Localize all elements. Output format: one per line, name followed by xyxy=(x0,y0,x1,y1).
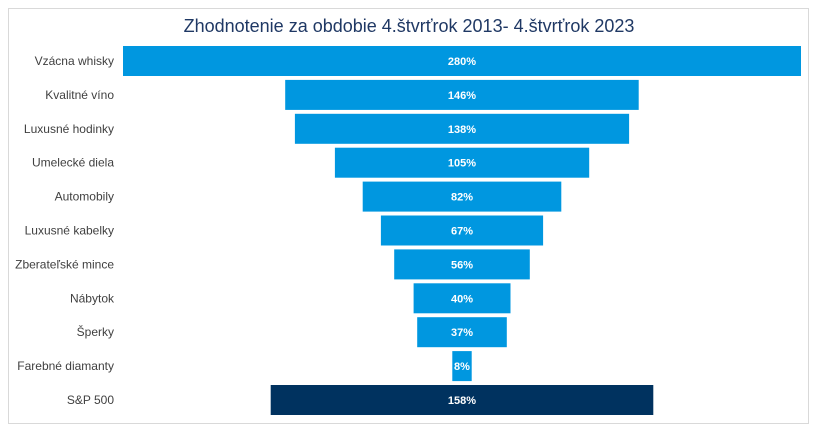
chart-title: Zhodnotenie za obdobie 4.štvrťrok 2013- … xyxy=(184,16,635,36)
category-label-6: Zberateľské mince xyxy=(15,257,114,271)
category-label-0: Vzácna whisky xyxy=(35,54,114,68)
bar-5 xyxy=(380,215,544,246)
bar-10 xyxy=(270,385,654,415)
data-label-8: 37% xyxy=(451,327,473,339)
data-label-4: 82% xyxy=(451,192,473,204)
bar-7 xyxy=(413,283,511,314)
category-label-7: Nábytok xyxy=(70,291,115,305)
bar-1 xyxy=(285,79,639,110)
data-label-5: 67% xyxy=(451,226,473,238)
category-label-1: Kvalitné víno xyxy=(45,88,114,102)
bar-2 xyxy=(294,113,630,144)
data-label-6: 56% xyxy=(451,259,473,271)
bars-group: 280% 146% 138% 105% 82% 67% 56% 40% 37% 8% 158% xyxy=(123,46,801,415)
category-label-8: Šperky xyxy=(77,324,114,339)
bar-0 xyxy=(123,46,801,76)
category-label-5: Luxusné kabelky xyxy=(25,224,114,238)
category-label-2: Luxusné hodinky xyxy=(24,122,114,136)
category-label-3: Umelecké diela xyxy=(32,156,114,170)
category-label-9: Farebné diamanty xyxy=(17,359,114,373)
data-label-1: 146% xyxy=(448,90,476,102)
category-labels: Vzácna whisky Kvalitné víno Luxusné hodink… xyxy=(15,54,115,407)
data-label-0: 280% xyxy=(448,56,476,68)
data-label-7: 40% xyxy=(451,293,473,305)
bar-4 xyxy=(362,181,562,212)
bar-6 xyxy=(394,249,530,280)
bar-3 xyxy=(334,147,590,178)
category-label-4: Automobily xyxy=(55,190,114,204)
data-label-3: 105% xyxy=(448,158,476,170)
bar-9 xyxy=(452,351,472,382)
data-label-10: 158% xyxy=(448,395,476,407)
data-label-2: 138% xyxy=(448,124,476,136)
data-label-9: 8% xyxy=(454,361,470,373)
category-label-10: S&P 500 xyxy=(67,393,114,407)
bar-8 xyxy=(417,317,507,348)
